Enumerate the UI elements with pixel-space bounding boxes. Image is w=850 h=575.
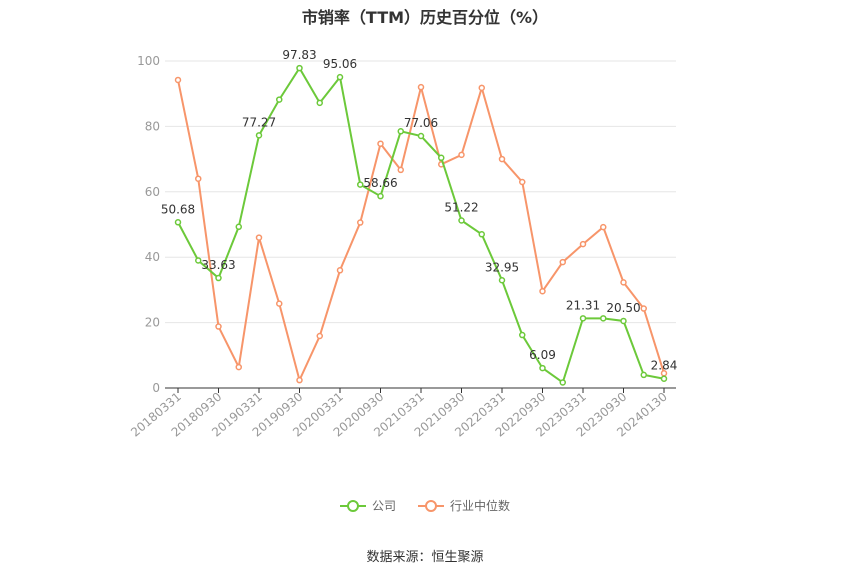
data-point[interactable] bbox=[579, 240, 587, 248]
chart-title: 市销率（TTM）历史百分位（%） bbox=[301, 8, 549, 27]
data-source-note: 数据来源：恒生聚源 bbox=[366, 550, 484, 565]
data-point[interactable] bbox=[296, 376, 303, 384]
data-point[interactable] bbox=[255, 234, 263, 241]
data-point[interactable] bbox=[519, 178, 526, 186]
data-point[interactable] bbox=[519, 331, 526, 339]
data-point[interactable] bbox=[620, 279, 627, 286]
data-point[interactable] bbox=[478, 84, 485, 92]
data-point[interactable] bbox=[316, 99, 323, 107]
data-label: 51.22 bbox=[444, 201, 478, 215]
data-point[interactable] bbox=[458, 217, 465, 224]
data-point[interactable] bbox=[174, 219, 182, 226]
legend: 公司 行业中位数 bbox=[0, 497, 850, 514]
data-label: 32.95 bbox=[485, 260, 519, 274]
data-point[interactable] bbox=[215, 274, 222, 282]
data-label: 20.50 bbox=[606, 301, 640, 315]
legend-item-industry-median[interactable]: 行业中位数 bbox=[418, 497, 510, 514]
data-point[interactable] bbox=[357, 219, 364, 226]
data-point[interactable] bbox=[620, 317, 627, 325]
data-point[interactable] bbox=[397, 128, 404, 135]
data-point[interactable] bbox=[498, 155, 506, 163]
data-point[interactable] bbox=[478, 231, 485, 238]
data-point[interactable] bbox=[458, 151, 465, 159]
grid-lines bbox=[165, 60, 676, 324]
data-label: 33.63 bbox=[201, 258, 235, 272]
data-label: 2.84 bbox=[651, 359, 678, 373]
data-point[interactable] bbox=[600, 315, 607, 322]
data-point[interactable] bbox=[174, 76, 182, 84]
legend-industry-marker-icon bbox=[418, 499, 444, 512]
legend-company-label: 公司 bbox=[371, 499, 396, 513]
data-point[interactable] bbox=[336, 73, 344, 81]
data-label: 77.06 bbox=[404, 116, 438, 130]
data-point[interactable] bbox=[377, 140, 384, 147]
data-label: 95.06 bbox=[323, 57, 357, 71]
data-point[interactable] bbox=[397, 166, 404, 174]
data-point[interactable] bbox=[539, 287, 546, 295]
data-point[interactable] bbox=[276, 96, 283, 103]
y-axis-ticks: 0 20 40 60 80 100 bbox=[137, 54, 160, 395]
y-tick-label: 40 bbox=[145, 250, 160, 264]
legend-item-company[interactable]: 公司 bbox=[339, 497, 396, 514]
data-label: 58.66 bbox=[363, 176, 397, 190]
data-point[interactable] bbox=[255, 132, 263, 139]
data-point[interactable] bbox=[417, 132, 425, 140]
data-point[interactable] bbox=[235, 363, 242, 371]
data-point[interactable] bbox=[276, 300, 283, 307]
data-point[interactable] bbox=[195, 257, 202, 264]
data-point[interactable] bbox=[336, 267, 344, 274]
data-label: 97.83 bbox=[282, 48, 316, 62]
y-tick-label: 60 bbox=[145, 185, 160, 199]
y-tick-label: 80 bbox=[145, 119, 160, 133]
y-tick-label: 100 bbox=[137, 54, 160, 68]
data-point[interactable] bbox=[579, 315, 587, 322]
data-point[interactable] bbox=[235, 223, 242, 231]
data-point[interactable] bbox=[498, 277, 506, 284]
data-label: 50.68 bbox=[161, 202, 195, 216]
data-point[interactable] bbox=[438, 154, 445, 162]
data-point[interactable] bbox=[215, 323, 222, 330]
data-label: 21.31 bbox=[566, 298, 600, 312]
data-label: 77.27 bbox=[242, 115, 276, 129]
x-axis-ticks: 2018033120180930201903312019093020200331… bbox=[128, 388, 670, 440]
legend-industry-label: 行业中位数 bbox=[450, 499, 511, 513]
y-tick-label: 0 bbox=[152, 381, 160, 395]
data-point[interactable] bbox=[559, 379, 566, 386]
legend-company-marker-icon bbox=[339, 499, 366, 512]
data-point[interactable] bbox=[316, 332, 323, 340]
data-point[interactable] bbox=[377, 192, 384, 200]
data-point[interactable] bbox=[539, 364, 546, 372]
data-point[interactable] bbox=[660, 375, 668, 382]
data-label: 6.09 bbox=[529, 348, 556, 362]
data-labels: 50.68 33.63 77.27 97.83 95.06 58.66 77.06 51.22… bbox=[161, 48, 678, 373]
y-tick-label: 20 bbox=[145, 316, 160, 330]
data-point[interactable] bbox=[357, 181, 364, 188]
series-layer bbox=[174, 64, 668, 386]
data-point[interactable] bbox=[640, 305, 647, 312]
data-point[interactable] bbox=[600, 223, 607, 231]
data-point[interactable] bbox=[417, 83, 425, 91]
data-point[interactable] bbox=[559, 258, 566, 266]
data-point[interactable] bbox=[195, 175, 202, 182]
data-point[interactable] bbox=[640, 371, 647, 379]
data-point[interactable] bbox=[296, 64, 303, 72]
